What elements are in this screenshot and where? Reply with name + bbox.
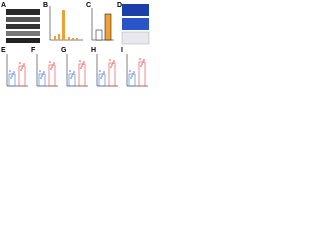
dot — [72, 73, 74, 75]
panel-label: A — [1, 2, 6, 9]
panel-label: F — [31, 47, 36, 54]
axis — [49, 6, 83, 41]
dot — [23, 63, 25, 65]
dot — [39, 70, 41, 72]
bar — [68, 37, 70, 40]
dot — [81, 65, 83, 67]
bar — [54, 36, 56, 40]
dot — [50, 68, 52, 70]
dot — [80, 67, 82, 69]
plot-b — [49, 6, 83, 41]
blot-band — [6, 9, 40, 15]
dot — [52, 64, 54, 66]
dot — [49, 61, 51, 63]
bar — [108, 62, 116, 87]
dot — [20, 69, 22, 71]
dot — [11, 75, 13, 77]
dot — [142, 61, 144, 63]
bar — [138, 61, 146, 87]
dot — [21, 67, 23, 69]
bar — [18, 65, 26, 87]
dot — [103, 71, 105, 73]
bar — [76, 38, 78, 40]
blot-band — [6, 38, 40, 43]
dot — [109, 59, 111, 61]
panel-label: B — [43, 2, 48, 9]
dot — [132, 73, 134, 75]
blot-band — [6, 31, 40, 36]
bar — [8, 73, 16, 87]
bar — [58, 34, 60, 40]
bar — [48, 64, 56, 87]
image — [121, 31, 150, 45]
dot — [141, 63, 143, 65]
dot — [19, 62, 21, 64]
dot — [133, 71, 135, 73]
dot — [43, 71, 45, 73]
bar — [95, 29, 103, 41]
dot — [40, 77, 42, 79]
panel-label: I — [121, 47, 123, 54]
dot — [100, 77, 102, 79]
dot — [102, 73, 104, 75]
bar — [68, 73, 76, 87]
image — [122, 4, 149, 16]
dot — [69, 70, 71, 72]
dot — [101, 75, 103, 77]
dot — [110, 66, 112, 68]
panel-label: H — [91, 47, 96, 54]
dot — [13, 71, 15, 73]
dot — [143, 59, 145, 61]
dot — [83, 61, 85, 63]
dot — [131, 75, 133, 77]
bar — [128, 73, 136, 87]
bar — [62, 10, 65, 40]
dot — [70, 77, 72, 79]
dot — [53, 62, 55, 64]
blot-band — [6, 17, 40, 22]
dot — [41, 75, 43, 77]
dot-plots — [6, 54, 148, 87]
dot — [79, 60, 81, 62]
panel-label: D — [117, 2, 122, 9]
dot — [99, 70, 101, 72]
bar — [38, 73, 46, 87]
dot — [22, 65, 24, 67]
dot — [111, 64, 113, 66]
dot — [10, 77, 12, 79]
dot — [9, 70, 11, 72]
dot — [112, 62, 114, 64]
dot — [12, 73, 14, 75]
blot — [6, 9, 40, 43]
dot — [82, 63, 84, 65]
plot-c — [91, 8, 114, 41]
page: A B C D E F G H I (() => { const data = … — [0, 0, 320, 89]
dot — [42, 73, 44, 75]
dot — [130, 77, 132, 79]
bar — [72, 38, 74, 40]
dot — [51, 66, 53, 68]
bar — [78, 63, 86, 87]
panel-label: C — [86, 2, 91, 9]
images — [121, 4, 150, 45]
dot — [71, 75, 73, 77]
blot-band — [6, 24, 40, 29]
panel-label: G — [61, 47, 67, 54]
dot — [113, 60, 115, 62]
dot — [140, 65, 142, 67]
dot — [139, 58, 141, 60]
image — [122, 18, 149, 30]
panel-label: E — [1, 47, 6, 54]
dot — [73, 71, 75, 73]
dot — [129, 70, 131, 72]
figure: A B C D E F G H I — [1, 2, 150, 87]
bar — [104, 13, 112, 41]
bar — [98, 73, 106, 87]
